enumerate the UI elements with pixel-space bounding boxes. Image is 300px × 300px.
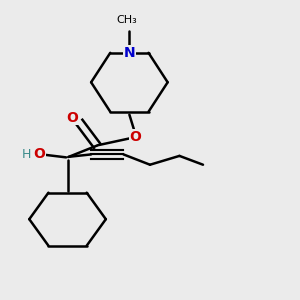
Text: O: O: [66, 111, 78, 124]
Text: CH₃: CH₃: [116, 15, 137, 26]
Text: O: O: [129, 130, 141, 144]
Text: H: H: [22, 148, 32, 161]
Text: N: N: [124, 46, 135, 60]
Text: O: O: [34, 147, 46, 161]
